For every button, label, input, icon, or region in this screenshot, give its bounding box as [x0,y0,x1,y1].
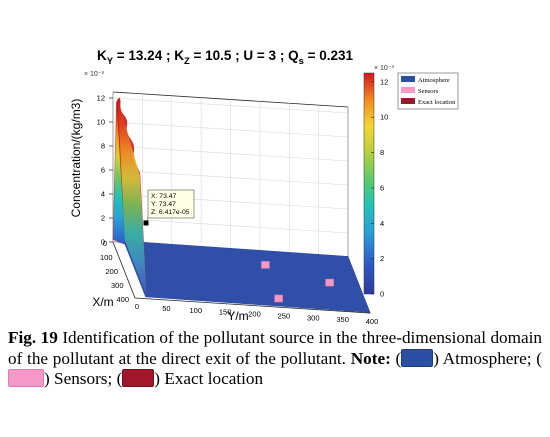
legend-label-exact-location: Exact location [418,99,456,106]
z-tick-label: 0 [101,238,105,247]
legend-swatch-sensors [401,87,415,93]
y-axis-tick-label: 150 [219,308,232,317]
sensor-markers [261,261,334,303]
z-axis-label: Concentration/(kg/m3) [69,99,83,218]
z-axis-ticks: 0 2 4 6 8 10 12 [97,94,113,247]
x-axis-tick-label: 300 [111,281,124,290]
colorbar-tick-label: 2 [380,254,384,263]
y-axis-label: Y/m [227,309,248,323]
z-tick-label: 12 [97,94,105,103]
sensor-marker-3 [274,294,283,303]
datatip-z: Z: 6.417e-05 [151,209,190,216]
figure-caption: Fig. 19 Identification of the pollutant … [8,328,542,390]
colorbar-tick-label: 6 [380,183,384,192]
colorbar-tick-label: 12 [380,77,388,86]
concentration-surface [112,97,371,313]
colorbar-tick-label: 4 [380,219,384,228]
caption-atmosphere: ) Atmosphere; ( [433,348,543,368]
colorbar-tick-label: 0 [380,290,384,299]
y-axis-tick-label: 50 [162,304,170,313]
surface-peak-slope [117,98,147,297]
colorbar-tick-label: 10 [380,113,388,122]
caption-text: Identification of the pollutant source i… [8,328,543,368]
z-tick-label: 6 [101,166,105,175]
caption-swatch-sensors [8,369,44,387]
caption-paren: ( [390,348,402,368]
y-axis-tick-label: 100 [189,306,202,315]
x-axis-tick-label: 100 [100,253,113,262]
y-axis-tick-label: 250 [278,311,291,320]
z-tick-label: 4 [101,190,105,199]
sensor-marker-2 [325,278,334,287]
legend-swatch-atmosphere [401,76,415,82]
y-axis-tick-label: 300 [307,313,320,322]
caption-exact-location: ) Exact location [154,369,264,388]
x-axis-ticks: 0 100 200 300 400 [100,239,129,304]
y-axis-tick-label: 0 [135,302,139,311]
sensor-marker-1 [261,261,270,269]
z-tick-label: 10 [97,118,105,127]
colorbar-ticks: 0 2 4 6 8 10 12 [371,77,388,299]
legend-entry-atmosphere: Atmosphere [401,76,450,84]
y-axis-ticks: 0 50 100 150 200 250 300 350 400 [135,302,378,326]
datatip-box [147,189,195,219]
chart-title: KY = 13.24 ; KZ = 10.5 ; U = 3 ; Qs = 0.… [97,48,354,67]
legend-entry-sensors: Sensors [401,87,439,95]
y-axis-tick-label: 400 [366,317,379,326]
legend-entry-exact-location: Exact location [401,98,456,106]
datatip-x: X: 73.47 [151,193,177,200]
y-axis-tick-label: 200 [248,310,261,319]
z-tick-label: 2 [101,214,105,223]
datatip[interactable]: X: 73.47 Y: 73.47 Z: 6.417e-05 [143,189,195,226]
x-axis-label: X/m [92,295,113,309]
z-tick-label: 8 [101,142,105,151]
colorbar-exponent: × 10⁻³ [374,65,395,72]
datatip-marker [143,220,149,226]
x-axis-tick-label: 200 [105,267,118,276]
surface-floor [123,240,371,313]
caption-note-label: Note: [350,348,391,368]
caption-sensors: ) Sensors; ( [44,369,123,388]
caption-fig-label: Fig. 19 [8,328,58,347]
z-axis-exponent: × 10⁻³ [84,71,105,78]
caption-swatch-atmosphere [401,348,434,367]
colorbar-tick-label: 8 [380,148,384,157]
legend-swatch-exact-location [401,98,415,104]
caption-swatch-exact-location [122,369,155,387]
legend-label-sensors: Sensors [418,88,439,95]
y-axis-tick-label: 350 [336,315,349,324]
x-axis-tick-label: 400 [116,295,129,304]
legend: Atmosphere Sensors Exact location [397,72,459,110]
datatip-y: Y: 73.47 [151,201,176,208]
colorbar [363,72,375,295]
x-axis-tick-label: 0 [103,239,107,248]
legend-label-atmosphere: Atmosphere [418,77,450,84]
chart-figure: KY = 13.24 ; KZ = 10.5 ; U = 3 ; Qs = 0.… [69,48,459,326]
grid [112,92,349,258]
